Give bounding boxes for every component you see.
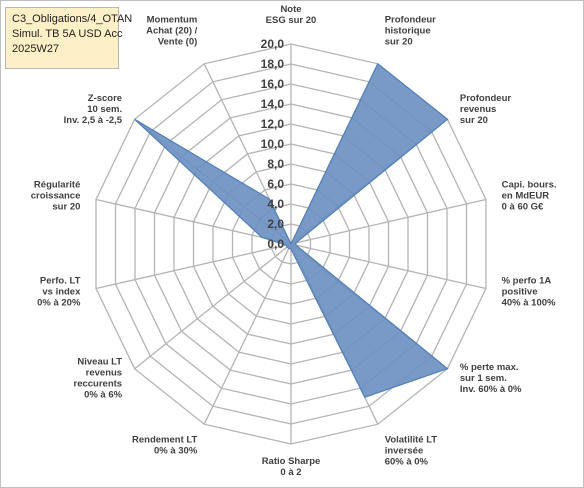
- radial-tick-label: 14,0: [261, 97, 285, 111]
- axis-label: Note ESG sur 20: [266, 4, 317, 26]
- radial-tick-label: 2,0: [267, 217, 284, 231]
- axis-label: Capi. bours. en MdEUR 0 à 60 G€: [502, 179, 557, 212]
- axis-spoke: [203, 243, 292, 425]
- axis-label: % perfo 1A positive 40% à 100%: [502, 276, 556, 309]
- axis-label: Perfo. LT vs index 0% à 20%: [37, 276, 81, 309]
- axis-label: Rendement LT 0% à 30%: [132, 435, 198, 457]
- axis-spoke: [134, 243, 292, 370]
- radial-tick-label: 12,0: [261, 117, 285, 131]
- radial-tick-labels: 0,0 2,0 4,0 6,0 8,0 10,0 12,0 14,0 16,0 18,0 20,0: [261, 37, 285, 251]
- radial-tick-label: 8,0: [267, 157, 284, 171]
- radial-tick-label: 6,0: [267, 177, 284, 191]
- axis-label: Niveau LT revenus reccurents 0% à 6%: [74, 357, 123, 401]
- radial-tick-label: 16,0: [261, 77, 285, 91]
- axis-label: Profondeur revenus sur 20: [460, 93, 511, 126]
- fund-title-box: C3_Obligations/4_OTAN Simul. TB 5A USD A…: [5, 7, 133, 69]
- radar-series: [134, 62, 449, 398]
- axis-spoke: [290, 198, 487, 245]
- radial-tick-label: 20,0: [261, 37, 285, 51]
- fund-category-label: C3_Obligations/4_OTAN: [12, 13, 133, 25]
- axis-label: Momentum Achat (20) / Vente (0): [146, 14, 198, 47]
- axis-spoke: [95, 243, 292, 290]
- fund-week-label: 2025W27: [12, 43, 60, 55]
- radial-tick-label: 18,0: [261, 57, 285, 71]
- radial-tick-label: 10,0: [261, 137, 285, 151]
- axis-spoke: [290, 243, 487, 290]
- axis-label: Volatilité LT inversée 60% à 0%: [385, 435, 438, 468]
- axis-label: Profondeur historique sur 20: [385, 14, 436, 47]
- axis-spoke: [95, 198, 292, 245]
- radial-tick-label: 4,0: [267, 197, 284, 211]
- axis-label: % perte max. sur 1 sem. Inv. 60% à 0%: [460, 362, 522, 395]
- radial-tick-label: 0,0: [267, 237, 284, 251]
- fund-name-label: Simul. TB 5A USD Acc: [12, 28, 123, 40]
- axis-label: Régularité croissance sur 20: [31, 179, 81, 212]
- axis-label: Z-score 10 sem. Inv. 2,5 à -2,5: [64, 93, 123, 126]
- axis-label: Ratio Sharpe 0 à 2: [262, 456, 321, 478]
- axis-labels: Note ESG sur 20 Profondeur historique sur 20…: [31, 4, 557, 478]
